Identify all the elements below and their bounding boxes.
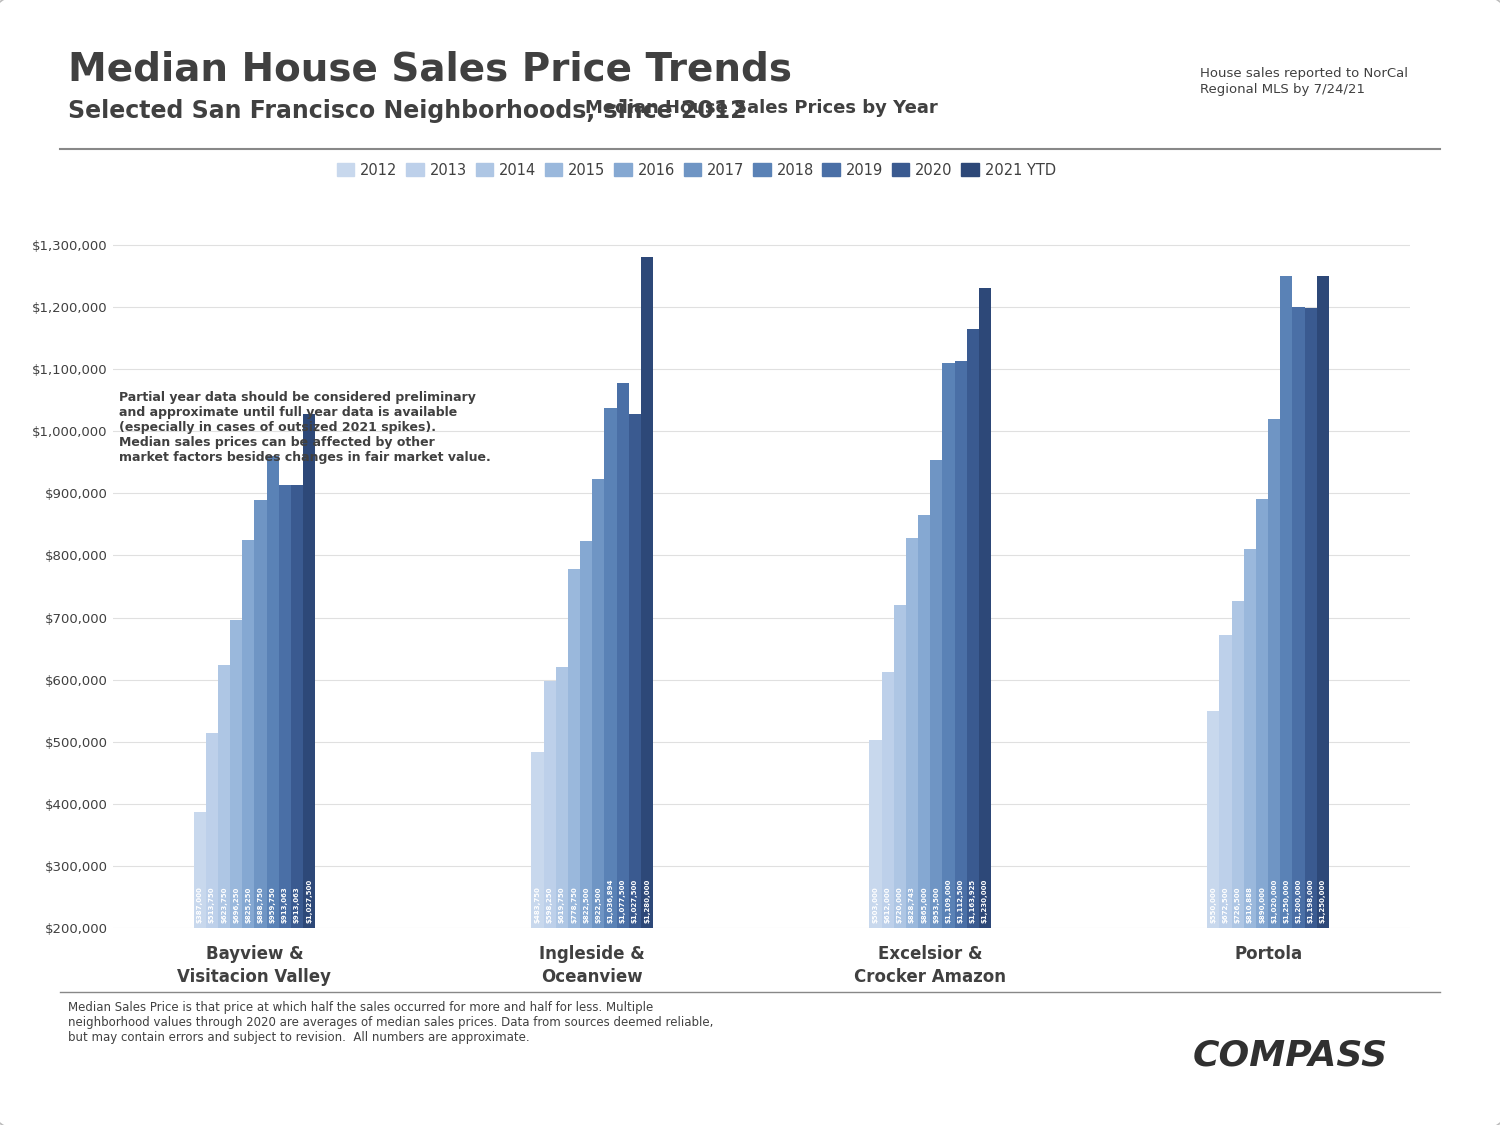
- Text: $1,230,000: $1,230,000: [982, 879, 988, 924]
- Text: $503,000: $503,000: [873, 886, 879, 924]
- Bar: [1268, 418, 1280, 928]
- Bar: [568, 568, 580, 928]
- Bar: [628, 414, 640, 928]
- Text: $778,750: $778,750: [572, 886, 578, 924]
- Bar: [1280, 276, 1293, 928]
- Text: $1,109,000: $1,109,000: [945, 879, 951, 924]
- Bar: [1208, 711, 1219, 928]
- Text: $1,280,000: $1,280,000: [644, 879, 650, 924]
- Text: $1,027,500: $1,027,500: [632, 879, 638, 924]
- Text: $1,250,000: $1,250,000: [1284, 879, 1290, 924]
- Text: $959,750: $959,750: [270, 886, 276, 924]
- Bar: [930, 460, 942, 928]
- Text: $822,500: $822,500: [584, 886, 590, 924]
- Text: $598,250: $598,250: [546, 886, 552, 924]
- Text: $865,000: $865,000: [921, 886, 927, 924]
- Text: Median Sales Price is that price at which half the sales occurred for more and h: Median Sales Price is that price at whic…: [68, 1001, 712, 1044]
- Bar: [230, 620, 243, 928]
- Text: $913,063: $913,063: [282, 886, 288, 924]
- Text: $696,250: $696,250: [232, 886, 238, 924]
- Text: $810,888: $810,888: [1246, 886, 1252, 924]
- Text: $828,743: $828,743: [909, 886, 915, 924]
- Text: $1,027,500: $1,027,500: [306, 879, 312, 924]
- Bar: [870, 740, 882, 928]
- Bar: [1244, 549, 1256, 928]
- Bar: [616, 382, 628, 928]
- Text: COMPASS: COMPASS: [1192, 1038, 1388, 1072]
- Text: $953,500: $953,500: [933, 886, 939, 924]
- Text: $1,020,000: $1,020,000: [1270, 879, 1276, 924]
- Text: $1,163,925: $1,163,925: [970, 879, 976, 924]
- Bar: [580, 541, 592, 928]
- Text: $913,063: $913,063: [294, 886, 300, 924]
- Text: $1,198,000: $1,198,000: [1308, 879, 1314, 924]
- Bar: [1317, 276, 1329, 928]
- Text: Partial year data should be considered preliminary
and approximate until full ye: Partial year data should be considered p…: [120, 390, 490, 464]
- Text: $825,250: $825,250: [246, 886, 252, 924]
- Text: $1,200,000: $1,200,000: [1296, 879, 1302, 924]
- Text: Selected San Francisco Neighborhoods, since 2012: Selected San Francisco Neighborhoods, si…: [68, 99, 746, 123]
- Text: $619,750: $619,750: [560, 886, 566, 924]
- Bar: [531, 752, 543, 928]
- Bar: [918, 515, 930, 928]
- Text: $726,500: $726,500: [1234, 886, 1240, 924]
- Text: $623,750: $623,750: [220, 886, 226, 924]
- Bar: [1232, 601, 1244, 928]
- Bar: [1305, 308, 1317, 928]
- Bar: [1220, 634, 1232, 928]
- Bar: [954, 361, 966, 928]
- Bar: [291, 485, 303, 928]
- Text: $1,036,894: $1,036,894: [608, 879, 613, 924]
- Bar: [243, 540, 255, 928]
- Bar: [882, 673, 894, 928]
- Bar: [194, 812, 206, 928]
- Text: $1,250,000: $1,250,000: [1320, 879, 1326, 924]
- Text: $483,750: $483,750: [534, 886, 540, 924]
- Bar: [942, 363, 954, 928]
- Text: $720,000: $720,000: [897, 886, 903, 924]
- Text: $888,750: $888,750: [258, 886, 264, 924]
- Text: $1,077,500: $1,077,500: [620, 879, 626, 924]
- Text: $890,000: $890,000: [1258, 886, 1264, 924]
- Text: $513,750: $513,750: [209, 886, 214, 924]
- Bar: [1256, 500, 1268, 928]
- Text: $550,000: $550,000: [1210, 886, 1216, 924]
- Bar: [966, 330, 980, 928]
- Bar: [303, 414, 315, 928]
- Text: $672,500: $672,500: [1222, 886, 1228, 924]
- Bar: [255, 501, 267, 928]
- Bar: [206, 734, 218, 928]
- Bar: [640, 258, 652, 928]
- Text: $387,000: $387,000: [196, 886, 202, 924]
- Bar: [556, 667, 568, 928]
- Text: $1,112,500: $1,112,500: [957, 879, 963, 924]
- Bar: [906, 538, 918, 928]
- Bar: [592, 479, 604, 928]
- Bar: [217, 665, 229, 928]
- Bar: [267, 456, 279, 928]
- Text: House sales reported to NorCal
Regional MLS by 7/24/21: House sales reported to NorCal Regional …: [1200, 68, 1408, 96]
- Bar: [980, 288, 992, 928]
- Bar: [894, 605, 906, 928]
- Text: $922,500: $922,500: [596, 886, 602, 924]
- Text: Median House Sales Price Trends: Median House Sales Price Trends: [68, 51, 792, 89]
- Bar: [279, 485, 291, 928]
- Bar: [1293, 307, 1305, 928]
- Text: $612,000: $612,000: [885, 886, 891, 924]
- Bar: [543, 681, 556, 928]
- Legend: 2012, 2013, 2014, 2015, 2016, 2017, 2018, 2019, 2020, 2021 YTD: 2012, 2013, 2014, 2015, 2016, 2017, 2018…: [332, 156, 1062, 183]
- Bar: [604, 408, 616, 928]
- Text: Median House Sales Prices by Year: Median House Sales Prices by Year: [585, 99, 938, 117]
